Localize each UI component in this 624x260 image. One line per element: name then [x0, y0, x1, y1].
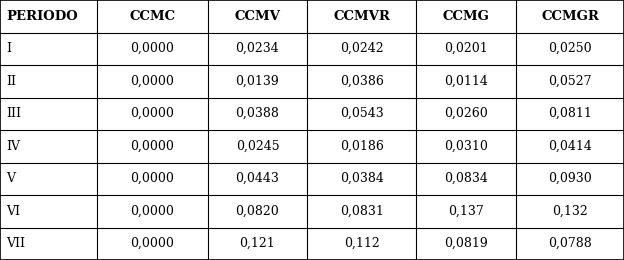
Text: 0,0388: 0,0388 [235, 107, 280, 120]
Text: 0,0310: 0,0310 [444, 140, 489, 153]
Text: 0,0384: 0,0384 [340, 172, 384, 185]
Text: 0,0414: 0,0414 [548, 140, 592, 153]
Text: 0,0527: 0,0527 [548, 75, 592, 88]
Text: CCMC: CCMC [129, 10, 175, 23]
Text: VI: VI [6, 205, 20, 218]
Text: CCMGR: CCMGR [541, 10, 599, 23]
Text: III: III [6, 107, 21, 120]
Text: 0,0114: 0,0114 [444, 75, 489, 88]
Text: IV: IV [6, 140, 20, 153]
Text: 0,0000: 0,0000 [130, 205, 174, 218]
Text: 0,0000: 0,0000 [130, 75, 174, 88]
Text: II: II [6, 75, 16, 88]
Text: 0,0000: 0,0000 [130, 140, 174, 153]
Text: 0,0234: 0,0234 [236, 42, 280, 55]
Text: 0,121: 0,121 [240, 237, 275, 250]
Text: 0,0930: 0,0930 [548, 172, 592, 185]
Text: 0,0000: 0,0000 [130, 237, 174, 250]
Text: CCMV: CCMV [235, 10, 280, 23]
Text: VII: VII [6, 237, 25, 250]
Text: CCMG: CCMG [443, 10, 490, 23]
Text: I: I [6, 42, 11, 55]
Text: V: V [6, 172, 15, 185]
Text: 0,0260: 0,0260 [444, 107, 488, 120]
Text: 0,0820: 0,0820 [236, 205, 280, 218]
Text: 0,0819: 0,0819 [444, 237, 488, 250]
Text: 0,132: 0,132 [552, 205, 588, 218]
Text: 0,0186: 0,0186 [340, 140, 384, 153]
Text: 0,0386: 0,0386 [340, 75, 384, 88]
Text: 0,0201: 0,0201 [444, 42, 488, 55]
Text: CCMVR: CCMVR [333, 10, 391, 23]
Text: 0,0788: 0,0788 [548, 237, 592, 250]
Text: 0,0139: 0,0139 [236, 75, 280, 88]
Text: 0,0811: 0,0811 [548, 107, 592, 120]
Text: 0,0000: 0,0000 [130, 172, 174, 185]
Text: 0,0245: 0,0245 [236, 140, 280, 153]
Text: PERIODO: PERIODO [6, 10, 78, 23]
Text: 0,0834: 0,0834 [444, 172, 489, 185]
Text: 0,137: 0,137 [449, 205, 484, 218]
Text: 0,0543: 0,0543 [340, 107, 384, 120]
Text: 0,0242: 0,0242 [340, 42, 384, 55]
Text: 0,0250: 0,0250 [548, 42, 592, 55]
Text: 0,0000: 0,0000 [130, 107, 174, 120]
Text: 0,0443: 0,0443 [235, 172, 280, 185]
Text: 0,0831: 0,0831 [340, 205, 384, 218]
Text: 0,112: 0,112 [344, 237, 380, 250]
Text: 0,0000: 0,0000 [130, 42, 174, 55]
